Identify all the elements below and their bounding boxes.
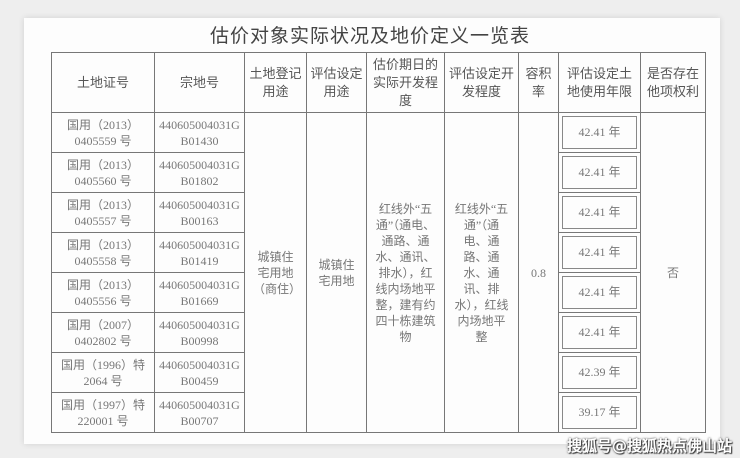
land-use-years: 42.41 年	[562, 196, 637, 229]
parcel-number-cell: 440605004031GB00998	[154, 312, 245, 353]
land-certificate-cell: 国用（2013）0405560 号	[51, 152, 155, 193]
land-use-years-cell: 42.41 年	[558, 312, 641, 353]
column-header: 评估设定土地使用年限	[558, 52, 641, 113]
land-use-years: 42.39 年	[562, 356, 637, 389]
land-certificate-cell: 国用（2013）0405557 号	[51, 192, 155, 233]
column-header: 评估设定用途	[306, 52, 367, 113]
land-certificate-cell: 国用（1997）特 220001 号	[51, 392, 155, 433]
table-row: 国用（2013）0405556 号 440605004031GB01669 42.…	[51, 272, 706, 313]
parcel-number-cell: 440605004031GB00459	[154, 352, 245, 393]
column-header: 宗地号	[154, 52, 245, 113]
land-certificate-cell: 国用（2013）0405559 号	[51, 112, 155, 153]
column-header: 评估设定开发程度	[444, 52, 519, 113]
table-row: 国用（2007）0402802 号 440605004031GB00998 42.…	[51, 312, 706, 353]
land-certificate-cell: 国用（1996）特 2064 号	[51, 352, 155, 393]
parcel-number-cell: 440605004031GB00707	[154, 392, 245, 433]
parcel-number-cell: 440605004031GB01802	[154, 152, 245, 193]
column-header: 容积率	[518, 52, 559, 113]
land-use-years-cell: 42.39 年	[558, 352, 641, 393]
column-header: 估价期日的实际开发程度	[366, 52, 445, 113]
table-row: 国用（2013）0405560 号 440605004031GB01802 42.…	[51, 152, 706, 193]
parcel-number-cell: 440605004031GB00163	[154, 192, 245, 233]
land-price-table: 土地证号 宗地号 土地登记用途 评估设定用途 估价期日的实际开发程度 评估设定开发程度 容积…	[51, 52, 706, 433]
parcel-number-cell: 440605004031GB01419	[154, 232, 245, 273]
document-title: 估价对象实际状况及地价定义一览表	[209, 25, 530, 47]
land-use-years-cell: 42.41 年	[558, 272, 641, 313]
parcel-number-cell: 440605004031GB01669	[154, 272, 245, 313]
land-use-years-cell: 42.41 年	[558, 152, 641, 193]
land-use-years-cell: 42.41 年	[558, 232, 641, 273]
land-use-years: 42.41 年	[562, 276, 637, 309]
table-row: 国用（2013）0405557 号 440605004031GB00163 42.…	[51, 192, 706, 233]
header-row: 土地证号 宗地号 土地登记用途 评估设定用途 估价期日的实际开发程度 评估设定开发程度 容积…	[51, 52, 706, 113]
actual-development-cell: 红线外“五通”（通电、通路、通水、通讯、排水），红线内场地平整，建有约四十栋建筑…	[366, 112, 445, 433]
assessed-use-cell: 城镇住宅用地	[306, 112, 367, 433]
watermark: 搜狐号@搜狐热点佛山站	[566, 437, 732, 455]
table-row: 国用（1997）特 220001 号 440605004031GB00707 39…	[51, 392, 706, 433]
land-certificate-cell: 国用（2007）0402802 号	[51, 312, 155, 353]
land-use-years: 42.41 年	[562, 156, 637, 189]
land-use-years: 42.41 年	[562, 236, 637, 269]
plot-ratio-cell: 0.8	[518, 112, 559, 433]
land-use-years-cell: 39.17 年	[558, 392, 641, 433]
land-use-years-cell: 42.41 年	[558, 112, 641, 153]
table-row: 国用（2013）0405559 号 440605004031GB01430 城镇住…	[51, 112, 706, 433]
column-header: 土地证号	[51, 52, 155, 113]
column-header: 是否存在他项权利	[640, 52, 706, 113]
other-rights-cell: 否	[640, 112, 706, 433]
table-row: 国用（2013）0405558 号 440605004031GB01419 42.…	[51, 232, 706, 273]
land-certificate-cell: 国用（2013）0405558 号	[51, 232, 155, 273]
assessed-development-cell: 红线外“五通”（通电、通路、通水、通讯、排水），红线内场地平整	[444, 112, 519, 433]
land-use-years: 39.17 年	[562, 396, 637, 429]
land-use-years-cell: 42.41 年	[558, 192, 641, 233]
land-use-years: 42.41 年	[562, 116, 637, 149]
parcel-number-cell: 440605004031GB01430	[154, 112, 245, 153]
land-use-years: 42.41 年	[562, 316, 637, 349]
column-header: 土地登记用途	[244, 52, 307, 113]
land-certificate-cell: 国用（2013）0405556 号	[51, 272, 155, 313]
registered-use-cell: 城镇住宅用地（商住）	[244, 112, 307, 433]
